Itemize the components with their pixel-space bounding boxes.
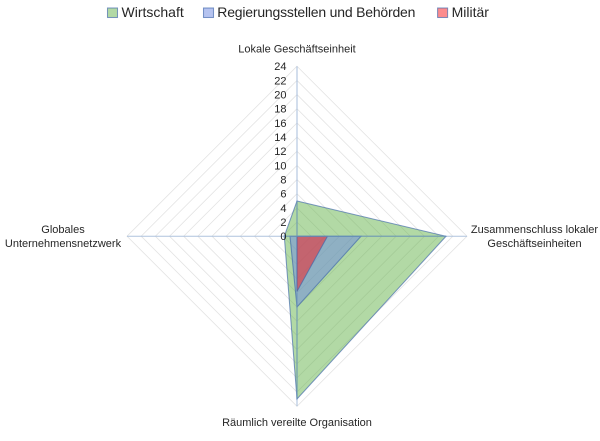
svg-text:8: 8	[280, 175, 286, 187]
svg-text:Lokale Geschäftseinheit: Lokale Geschäftseinheit	[238, 44, 355, 56]
svg-text:14: 14	[274, 132, 286, 144]
svg-text:12: 12	[274, 146, 286, 158]
svg-text:2: 2	[280, 217, 286, 229]
svg-text:10: 10	[274, 160, 286, 172]
svg-text:16: 16	[274, 118, 286, 130]
svg-text:Geschäftseinheiten: Geschäftseinheiten	[487, 238, 581, 250]
svg-text:Räumlich vereilte Organisation: Räumlich vereilte Organisation	[222, 417, 372, 429]
svg-text:Globales: Globales	[41, 224, 85, 236]
svg-text:18: 18	[274, 104, 286, 116]
svg-text:Regierungsstellen und Behörden: Regierungsstellen und Behörden	[217, 4, 415, 20]
svg-text:24: 24	[274, 61, 286, 73]
svg-text:Unternehmensnetzwerk: Unternehmensnetzwerk	[5, 238, 122, 250]
svg-text:20: 20	[274, 90, 286, 102]
svg-text:Wirtschaft: Wirtschaft	[122, 4, 184, 20]
svg-text:0: 0	[280, 231, 286, 243]
svg-text:22: 22	[274, 75, 286, 87]
svg-text:4: 4	[280, 203, 286, 215]
svg-text:Zusammenschluss lokaler: Zusammenschluss lokaler	[471, 224, 598, 236]
svg-text:6: 6	[280, 189, 286, 201]
svg-text:Militär: Militär	[452, 4, 490, 20]
